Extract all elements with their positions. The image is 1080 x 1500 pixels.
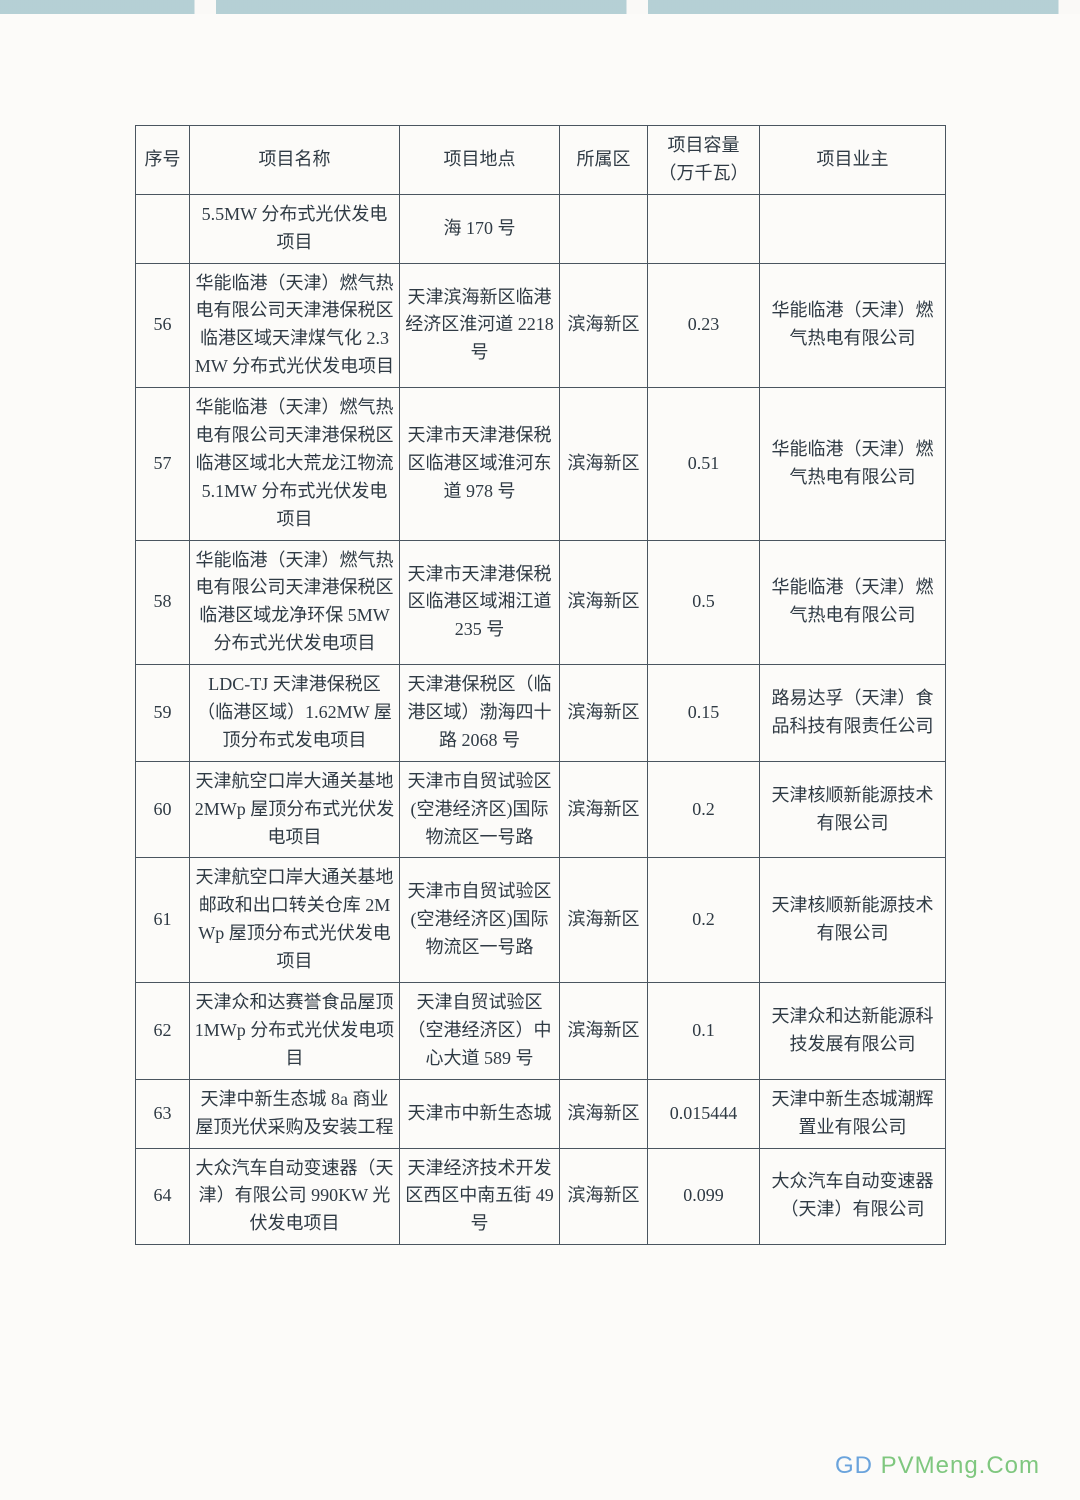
table-header-row: 序号 项目名称 项目地点 所属区 项目容量（万千瓦） 项目业主 [136, 126, 946, 195]
cell-name: 天津航空口岸大通关基地 2MWp 屋顶分布式光伏发电项目 [190, 761, 400, 858]
cell-dist: 滨海新区 [560, 858, 648, 983]
cell-cap: 0.1 [648, 983, 760, 1080]
cell-cap: 0.015444 [648, 1079, 760, 1148]
cell-dist: 滨海新区 [560, 665, 648, 762]
project-table-container: 序号 项目名称 项目地点 所属区 项目容量（万千瓦） 项目业主 5.5MW 分布… [135, 125, 945, 1245]
cell-cap: 0.2 [648, 761, 760, 858]
cell-name: 天津航空口岸大通关基地邮政和出口转关仓库 2MWp 屋顶分布式光伏发电项目 [190, 858, 400, 983]
cell-name: 大众汽车自动变速器（天津）有限公司 990KW 光伏发电项目 [190, 1148, 400, 1245]
table-row: 62天津众和达赛誉食品屋顶 1MWp 分布式光伏发电项目天津自贸试验区（空港经济… [136, 983, 946, 1080]
cell-owner: 华能临港（天津）燃气热电有限公司 [760, 540, 946, 665]
table-body: 5.5MW 分布式光伏发电项目海 170 号56华能临港（天津）燃气热电有限公司… [136, 194, 946, 1244]
cell-cap: 0.2 [648, 858, 760, 983]
cell-loc: 天津自贸试验区（空港经济区）中心大道 589 号 [400, 983, 560, 1080]
cell-cap: 0.15 [648, 665, 760, 762]
cell-seq: 63 [136, 1079, 190, 1148]
cell-owner: 天津中新生态城潮辉置业有限公司 [760, 1079, 946, 1148]
table-row: 63天津中新生态城 8a 商业屋顶光伏采购及安装工程天津市中新生态城滨海新区0.… [136, 1079, 946, 1148]
cell-cap: 0.23 [648, 263, 760, 388]
cell-name: 天津众和达赛誉食品屋顶 1MWp 分布式光伏发电项目 [190, 983, 400, 1080]
cell-cap [648, 194, 760, 263]
cell-dist: 滨海新区 [560, 263, 648, 388]
cell-dist [560, 194, 648, 263]
cell-cap: 0.5 [648, 540, 760, 665]
cell-owner: 天津核顺新能源技术有限公司 [760, 761, 946, 858]
cell-name: LDC-TJ 天津港保税区（临港区域）1.62MW 屋顶分布式发电项目 [190, 665, 400, 762]
cell-seq: 64 [136, 1148, 190, 1245]
cell-dist: 滨海新区 [560, 983, 648, 1080]
col-name: 项目名称 [190, 126, 400, 195]
col-dist: 所属区 [560, 126, 648, 195]
cell-seq: 59 [136, 665, 190, 762]
col-cap: 项目容量（万千瓦） [648, 126, 760, 195]
cell-cap: 0.099 [648, 1148, 760, 1245]
cell-owner: 华能临港（天津）燃气热电有限公司 [760, 388, 946, 540]
cell-loc: 天津市天津港保税区临港区域湘江道 235 号 [400, 540, 560, 665]
watermark-part1: GD [835, 1452, 881, 1479]
cell-owner: 华能临港（天津）燃气热电有限公司 [760, 263, 946, 388]
cell-dist: 滨海新区 [560, 540, 648, 665]
cell-seq [136, 194, 190, 263]
cell-seq: 61 [136, 858, 190, 983]
cell-seq: 58 [136, 540, 190, 665]
cell-name: 华能临港（天津）燃气热电有限公司天津港保税区临港区域龙净环保 5MW 分布式光伏… [190, 540, 400, 665]
cell-seq: 60 [136, 761, 190, 858]
cell-cap: 0.51 [648, 388, 760, 540]
table-row: 56华能临港（天津）燃气热电有限公司天津港保税区临港区域天津煤气化 2.3MW … [136, 263, 946, 388]
cell-owner: 路易达孚（天津）食品科技有限责任公司 [760, 665, 946, 762]
cell-dist: 滨海新区 [560, 388, 648, 540]
cell-seq: 56 [136, 263, 190, 388]
cell-loc: 天津市自贸试验区(空港经济区)国际物流区一号路 [400, 858, 560, 983]
col-loc: 项目地点 [400, 126, 560, 195]
table-row: 5.5MW 分布式光伏发电项目海 170 号 [136, 194, 946, 263]
cell-name: 5.5MW 分布式光伏发电项目 [190, 194, 400, 263]
cell-dist: 滨海新区 [560, 761, 648, 858]
cell-seq: 62 [136, 983, 190, 1080]
cell-owner: 天津核顺新能源技术有限公司 [760, 858, 946, 983]
project-table: 序号 项目名称 项目地点 所属区 项目容量（万千瓦） 项目业主 5.5MW 分布… [135, 125, 946, 1245]
cell-owner [760, 194, 946, 263]
watermark-part2: PVMeng.Com [881, 1452, 1040, 1479]
col-seq: 序号 [136, 126, 190, 195]
watermark: GD PVMeng.Com [835, 1452, 1040, 1480]
cell-loc: 天津市自贸试验区(空港经济区)国际物流区一号路 [400, 761, 560, 858]
cell-name: 天津中新生态城 8a 商业屋顶光伏采购及安装工程 [190, 1079, 400, 1148]
table-row: 61天津航空口岸大通关基地邮政和出口转关仓库 2MWp 屋顶分布式光伏发电项目天… [136, 858, 946, 983]
cell-owner: 大众汽车自动变速器（天津）有限公司 [760, 1148, 946, 1245]
table-row: 60天津航空口岸大通关基地 2MWp 屋顶分布式光伏发电项目天津市自贸试验区(空… [136, 761, 946, 858]
table-row: 58华能临港（天津）燃气热电有限公司天津港保税区临港区域龙净环保 5MW 分布式… [136, 540, 946, 665]
table-row: 64大众汽车自动变速器（天津）有限公司 990KW 光伏发电项目天津经济技术开发… [136, 1148, 946, 1245]
cell-loc: 天津市中新生态城 [400, 1079, 560, 1148]
cell-dist: 滨海新区 [560, 1079, 648, 1148]
cell-loc: 海 170 号 [400, 194, 560, 263]
cell-loc: 天津滨海新区临港经济区淮河道 2218 号 [400, 263, 560, 388]
table-row: 59LDC-TJ 天津港保税区（临港区域）1.62MW 屋顶分布式发电项目天津港… [136, 665, 946, 762]
col-owner: 项目业主 [760, 126, 946, 195]
cell-loc: 天津港保税区（临港区域）渤海四十路 2068 号 [400, 665, 560, 762]
cell-loc: 天津经济技术开发区西区中南五街 49 号 [400, 1148, 560, 1245]
cell-dist: 滨海新区 [560, 1148, 648, 1245]
scan-artifact-top [0, 0, 1080, 14]
table-row: 57华能临港（天津）燃气热电有限公司天津港保税区临港区域北大荒龙江物流 5.1M… [136, 388, 946, 540]
cell-owner: 天津众和达新能源科技发展有限公司 [760, 983, 946, 1080]
cell-name: 华能临港（天津）燃气热电有限公司天津港保税区临港区域北大荒龙江物流 5.1MW … [190, 388, 400, 540]
cell-seq: 57 [136, 388, 190, 540]
cell-name: 华能临港（天津）燃气热电有限公司天津港保税区临港区域天津煤气化 2.3MW 分布… [190, 263, 400, 388]
cell-loc: 天津市天津港保税区临港区域淮河东道 978 号 [400, 388, 560, 540]
document-page: 序号 项目名称 项目地点 所属区 项目容量（万千瓦） 项目业主 5.5MW 分布… [0, 0, 1080, 1500]
